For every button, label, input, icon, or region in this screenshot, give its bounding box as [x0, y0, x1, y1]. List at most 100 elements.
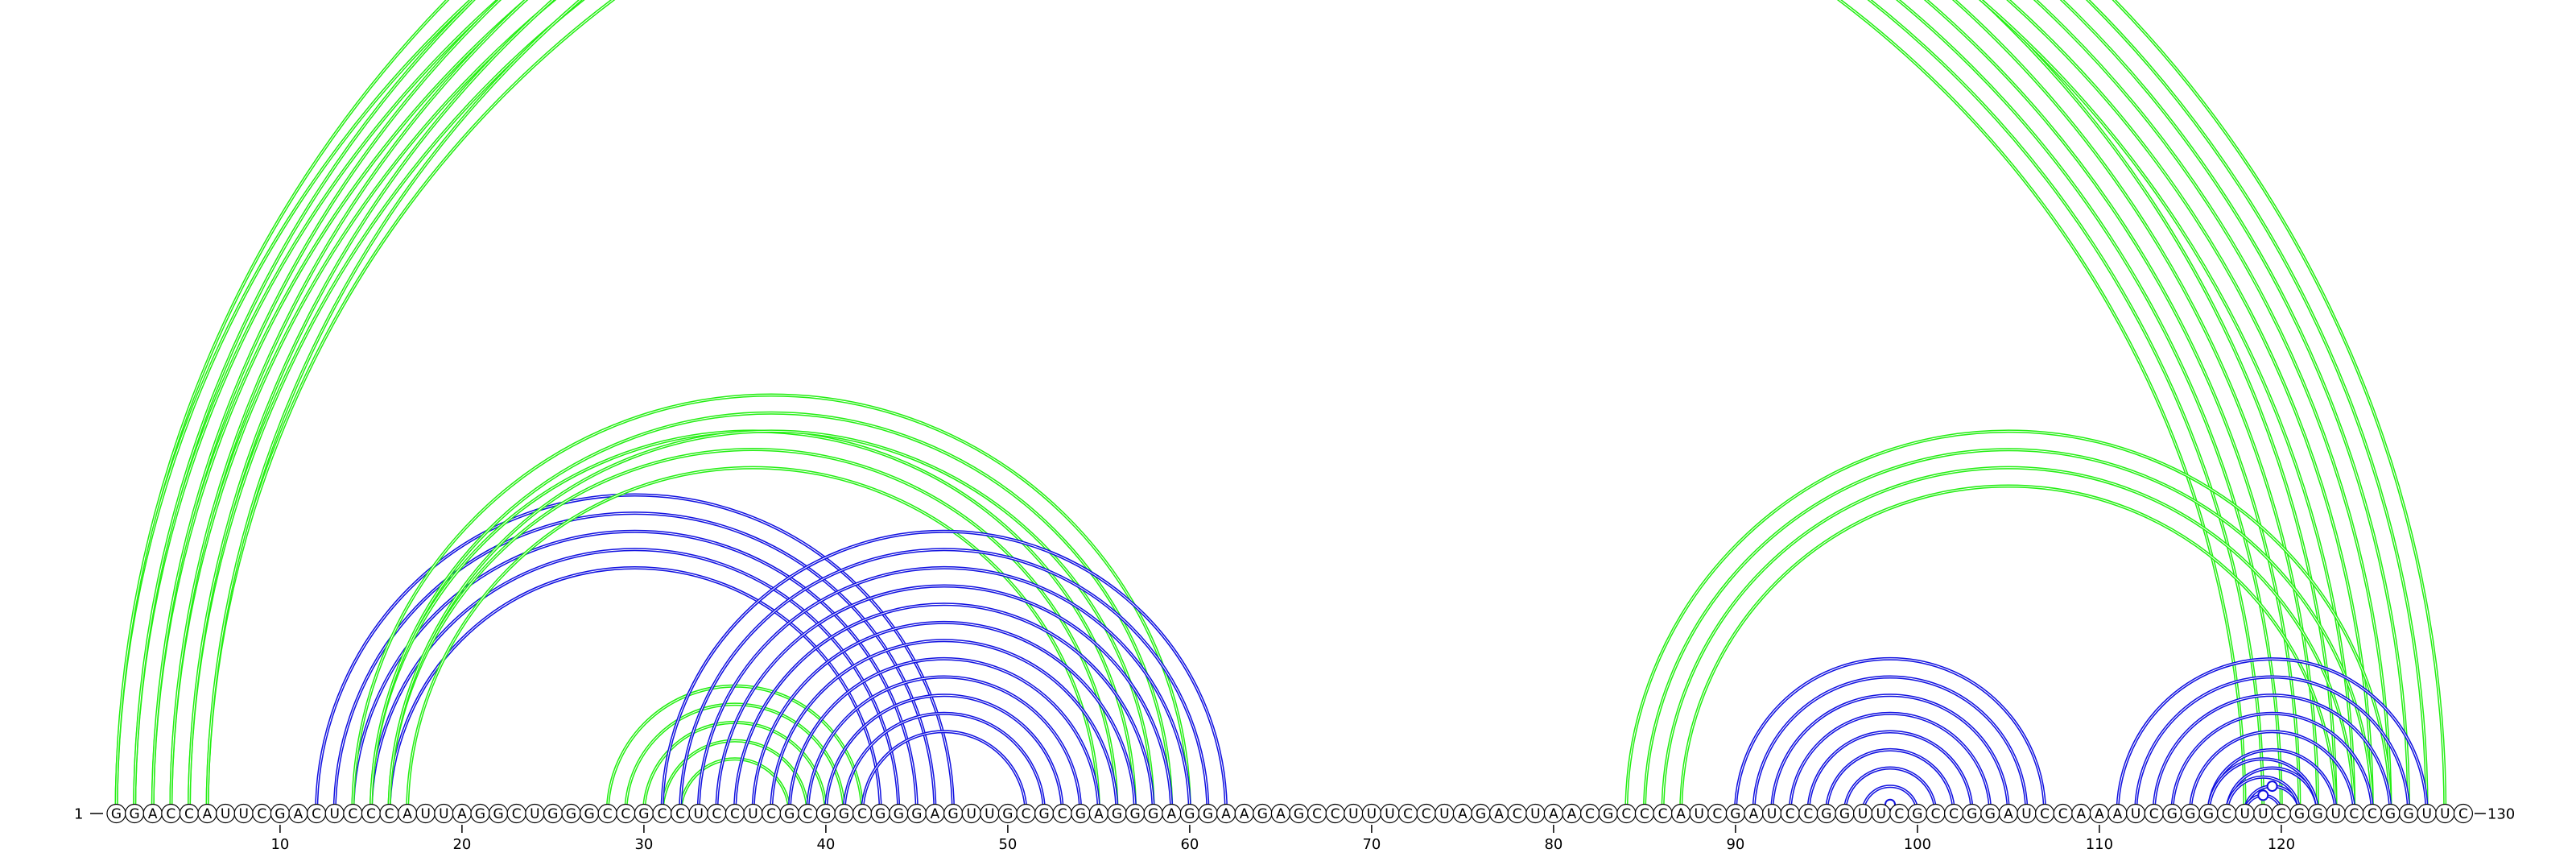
nucleotide-letter: U [329, 806, 339, 822]
nucleotide: U [688, 803, 708, 824]
nucleotide-letter: G [1112, 806, 1122, 822]
base-pair-arc [387, 429, 1155, 814]
nucleotide: U [2435, 803, 2455, 824]
tick-label: 60 [1180, 836, 1199, 853]
nucleotide-letter: G [1039, 806, 1050, 822]
nucleotide-letter: G [1603, 806, 1613, 822]
nucleotide-letter: C [1585, 806, 1595, 822]
base-pair-arc-core [352, 531, 918, 814]
nucleotide-letter: U [2021, 806, 2031, 822]
nucleotide-letter: G [2404, 806, 2414, 822]
nucleotide: C [1780, 803, 1800, 824]
nucleotide-letter: A [1166, 806, 1176, 822]
nucleotide-letter: G [1967, 806, 1977, 822]
base-pair-arc-core [370, 549, 899, 814]
nucleotide: A [197, 803, 217, 824]
nucleotide-letter: C [2040, 806, 2050, 822]
nucleotide: G [943, 803, 964, 824]
base-pair-arc [205, 0, 2247, 814]
tick-label: 40 [816, 836, 835, 853]
nucleotide: U [2253, 803, 2273, 824]
base-pair-arc [133, 0, 2320, 814]
nucleotide-letter: U [439, 806, 448, 822]
nucleotide: C [1707, 803, 1728, 824]
nucleotide: A [1234, 803, 1254, 824]
base-pair-arc-core [807, 677, 1081, 814]
nucleotide: G [1107, 803, 1127, 824]
nucleotide: U [1344, 803, 1364, 824]
tick-label: 20 [452, 836, 471, 853]
base-pair-arc-core [170, 0, 2391, 814]
nucleotide-circle [2453, 803, 2473, 824]
nucleotide-letter: G [2294, 806, 2305, 822]
nucleotide-letter: G [275, 806, 285, 822]
nucleotide: C [670, 803, 691, 824]
tick-label: 10 [270, 836, 289, 853]
nucleotide-letter: C [1640, 806, 1649, 822]
nucleotide: C [724, 803, 745, 824]
nucleotide-letter: A [2076, 806, 2086, 822]
nucleotide: G [1071, 803, 1091, 824]
nucleotide: G [270, 803, 290, 824]
nucleotide-letter: A [1494, 806, 1504, 822]
nucleotide-letter: A [148, 806, 158, 822]
nucleotide: G [561, 803, 581, 824]
base-pair-arc-core [716, 586, 1172, 814]
base-pair-arc [151, 0, 2301, 814]
nucleotide: A [925, 803, 945, 824]
end-position-label: 130 [2487, 806, 2515, 823]
nucleotide-letter: U [2440, 806, 2450, 822]
nucleotide-letter: G [547, 806, 558, 822]
nucleotide: C [343, 803, 363, 824]
nucleotide: C [1507, 803, 1527, 824]
base-pair-arc-core [825, 694, 1063, 814]
base-pair-arc-core [370, 430, 1136, 814]
base-pair-arc [114, 0, 2338, 814]
nucleotide-letter: C [658, 806, 667, 822]
nucleotide: G [1598, 803, 1618, 824]
nucleotide: U [2326, 803, 2346, 824]
tick-label: 90 [1726, 836, 1744, 853]
nucleotide: G [1289, 803, 1309, 824]
base-pair-arc-core [1735, 658, 2046, 814]
nucleotide: A [1088, 803, 1109, 824]
tick-label: 70 [1362, 836, 1381, 853]
nucleotide-letter: U [2421, 806, 2431, 822]
nucleotide-letter: A [1549, 806, 1558, 822]
nucleotide-letter: C [1422, 806, 1431, 822]
nucleotide-letter: U [1385, 806, 1394, 822]
base-pair-arc-core [662, 740, 808, 814]
nucleotide: C [2271, 803, 2291, 824]
nucleotide: C [1889, 803, 1909, 824]
nucleotide: U [1525, 803, 1546, 824]
nucleotide: G [125, 803, 145, 824]
base-pair-arc-core [625, 703, 844, 814]
nucleotide-letter: G [948, 806, 959, 822]
nucleotide: G [2198, 803, 2219, 824]
nucleotide-letter: G [1075, 806, 1086, 822]
nucleotide: A [1488, 803, 1509, 824]
nucleotide: G [1198, 803, 1218, 824]
tick-label: 80 [1544, 836, 1563, 853]
nucleotide: G [997, 803, 1018, 824]
base-pair-arc-core [753, 622, 1136, 814]
nucleotide: A [1162, 803, 1182, 824]
nucleotide-letter: C [2349, 806, 2359, 822]
base-pair-arc [369, 429, 1137, 814]
nucleotide: C [1052, 803, 1072, 824]
nucleotide: G [1034, 803, 1055, 824]
nucleotide: G [2289, 803, 2310, 824]
nucleotide: G [2180, 803, 2200, 824]
nucleotide-letter: C [1022, 806, 1031, 822]
nucleotide: C [2035, 803, 2055, 824]
base-pair-arc-core [389, 430, 1154, 814]
nucleotide: C [1616, 803, 1637, 824]
nucleotide: G [2308, 803, 2328, 824]
nucleotide-letter: G [1294, 806, 1304, 822]
nucleotide-letter: A [294, 806, 303, 822]
nucleotide-letter: U [1439, 806, 1449, 822]
base-pair-arc-core [662, 531, 1227, 814]
nucleotide-letter: A [203, 806, 213, 822]
nucleotide-letter: U [1694, 806, 1703, 822]
nucleotide: G [1725, 803, 1745, 824]
